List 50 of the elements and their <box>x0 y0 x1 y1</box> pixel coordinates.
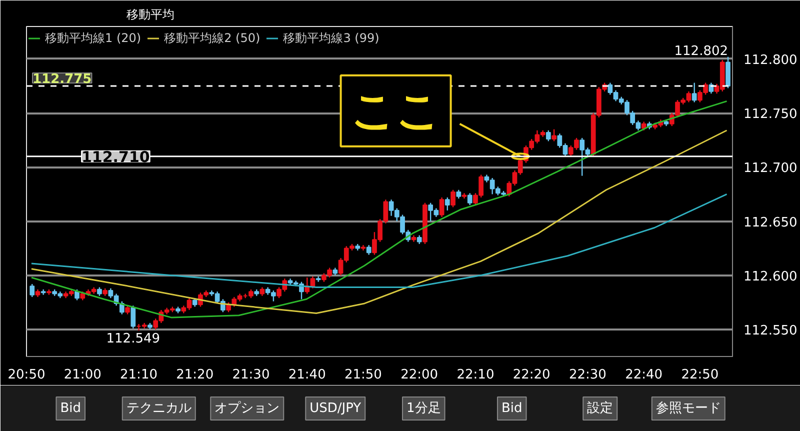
annotation: 112.802 <box>674 44 728 59</box>
y-tick-label: 112.700 <box>744 161 798 176</box>
text: オプション <box>214 401 280 416</box>
x-tick-label: 21:00 <box>64 368 102 382</box>
x-tick-label: 22:30 <box>568 368 606 382</box>
x-tick-label: 22:10 <box>456 368 494 382</box>
x-tick-label: 21:20 <box>176 368 214 382</box>
y-tick-label: 112.800 <box>744 52 798 68</box>
chart-title: 移動平均 <box>126 8 174 22</box>
x-tick-label: 21:50 <box>344 368 382 382</box>
annotation: 112.549 <box>106 332 160 347</box>
x-tick-label: 22:50 <box>681 368 719 382</box>
candlestick <box>450 189 456 208</box>
x-tick-label: 21:10 <box>120 368 158 382</box>
text: USD/JPY <box>310 401 362 416</box>
text: テクニカル <box>126 401 192 416</box>
x-tick-label: 21:30 <box>232 368 270 382</box>
y-tick-label: 112.550 <box>744 323 798 338</box>
candlestick <box>726 56 730 89</box>
x-tick-label: 21:40 <box>288 368 326 382</box>
y-tick-label: 112.650 <box>744 215 798 230</box>
candlestick <box>692 82 697 103</box>
legend-label: 移動平均線2 (50) <box>164 30 260 46</box>
candlestick <box>546 130 551 142</box>
text: Bid <box>60 401 82 416</box>
candlestick <box>30 283 35 298</box>
line-series <box>30 130 728 314</box>
ref-line-label: 112.710 <box>82 148 150 166</box>
x-tick-label: 20:50 <box>8 368 46 382</box>
legend-label: 移動平均線1 (20) <box>45 30 142 46</box>
ref-line-label: 112.775 <box>32 72 92 88</box>
x-tick-label: 22:00 <box>400 368 438 382</box>
candlestick <box>74 288 80 301</box>
candlestick <box>366 244 372 256</box>
candlestick <box>444 196 450 212</box>
candlestick <box>467 192 472 206</box>
legend-label: 移動平均線3 (99) <box>283 30 380 46</box>
text: 参照モード <box>656 401 721 416</box>
y-tick-label: 112.750 <box>744 107 798 122</box>
candlestick <box>439 196 444 218</box>
line-series <box>30 193 728 288</box>
candlestick <box>130 305 136 329</box>
candlestick <box>552 128 556 142</box>
text: Bid <box>501 401 522 416</box>
text: 1分足 <box>406 401 441 416</box>
annotation: ここ <box>350 85 441 136</box>
x-tick-label: 22:40 <box>625 368 663 382</box>
y-tick-label: 112.600 <box>744 269 798 284</box>
x-tick-label: 22:20 <box>512 368 550 382</box>
text: 設定 <box>587 401 614 416</box>
